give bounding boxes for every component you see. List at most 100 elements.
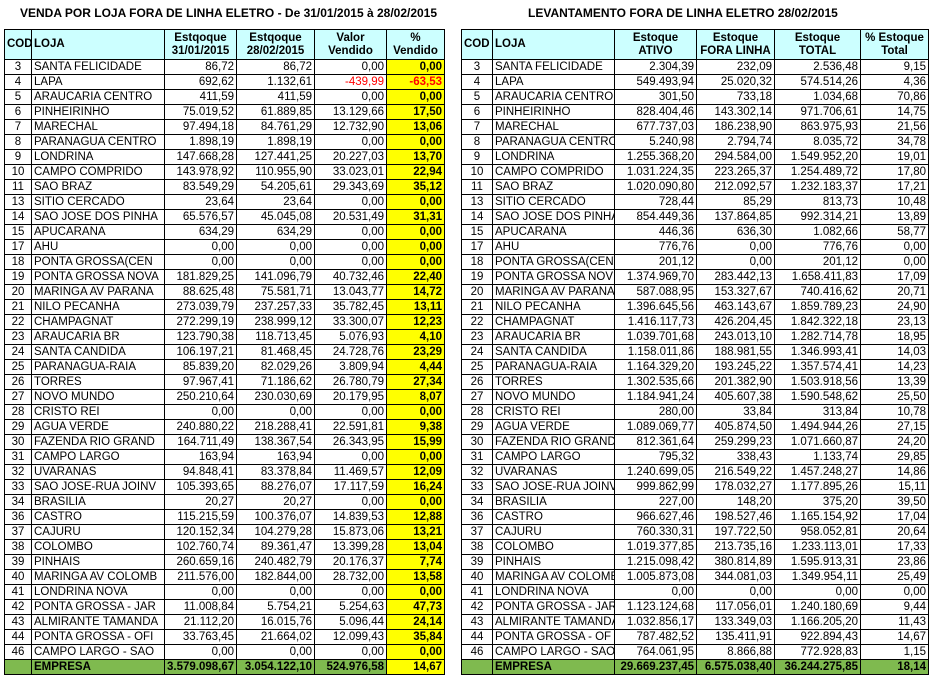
cell-stock-total: 1.658.411,83	[774, 269, 861, 285]
cell-loja: NOVO MUNDO	[31, 389, 165, 405]
cell-stock-discontinued: 25.020,32	[696, 74, 775, 90]
table-row: 13 SITIO CERCADO 23,64 23,64 0,00 0,00	[4, 194, 445, 210]
cell-stock-start: 23,64	[164, 194, 237, 210]
cell-stock-total: 971.706,61	[774, 104, 861, 120]
cell-stock-total: 1.282.714,78	[774, 329, 861, 345]
col-header-stock-start: Estqoque 31/01/2015	[164, 29, 237, 60]
cell-stock-active: 1.039.701,68	[614, 329, 697, 345]
cell-cod: 36	[461, 509, 493, 525]
cell-stock-start: 21.112,20	[164, 614, 237, 630]
cell-stock-total: 375,20	[774, 494, 861, 510]
cell-value-sold: 0,00	[314, 134, 387, 150]
cell-cod: 4	[461, 74, 493, 90]
cell-value-sold: 0,00	[314, 644, 387, 660]
table-row: 31 CAMPO LARGO 163,94 163,94 0,00 0,00	[4, 449, 445, 465]
cell-stock-active: 0,00	[614, 584, 697, 600]
cell-stock-active: 201,12	[614, 254, 697, 270]
table-row: 26 TORRES 1.302.535,66 201.382,90 1.503.918,…	[461, 374, 929, 390]
cell-stock-active: 787.482,52	[614, 629, 697, 645]
cell-total-stock-start: 3.579.098,67	[164, 659, 237, 675]
cell-pct-sold: 0,00	[386, 644, 445, 660]
cell-stock-start: 1.898,19	[164, 134, 237, 150]
table-row: 24 SANTA CANDIDA 106.197,21 81.468,45 24.728…	[4, 344, 445, 360]
cell-value-sold: 0,00	[314, 59, 387, 75]
cell-loja: SANTA FELICIDADE	[31, 59, 165, 75]
col-header-value-sold: Valor Vendido	[314, 29, 387, 60]
table-row: 46 CAMPO LARGO - SAO 0,00 0,00 0,00 0,00	[4, 644, 445, 660]
cell-stock-end: 218.288,41	[236, 419, 315, 435]
cell-stock-total: 1.034,68	[774, 89, 861, 105]
cell-cod: 18	[4, 254, 32, 270]
cell-stock-discontinued: 143.302,14	[696, 104, 775, 120]
cell-loja: NILO PECANHA	[31, 299, 165, 315]
cell-stock-total: 1.842.322,18	[774, 314, 861, 330]
cell-stock-discontinued: 0,00	[696, 584, 775, 600]
table-row: 37 CAJURU 120.152,34 104.279,28 15.873,06 13,…	[4, 524, 445, 540]
cell-stock-total: 863.975,93	[774, 119, 861, 135]
table-row: 27 NOVO MUNDO 250.210,64 230.030,69 20.179,9…	[4, 389, 445, 405]
cell-stock-active: 828.404,46	[614, 104, 697, 120]
cell-pct-sold: 13,11	[386, 299, 445, 315]
cell-stock-active: 854.449,36	[614, 209, 697, 225]
cell-stock-total: 0,00	[774, 584, 861, 600]
cell-stock-end: 20,27	[236, 494, 315, 510]
cell-pct-stock: 17,04	[860, 509, 929, 525]
cell-pct-stock: 39,50	[860, 494, 929, 510]
cell-cod: 27	[461, 389, 493, 405]
table-row: 5 ARAUCARIA CENTRO 411,59 411,59 0,00 0,00	[4, 89, 445, 105]
cell-stock-discontinued: 133.349,03	[696, 614, 775, 630]
cell-cod: 3	[4, 59, 32, 75]
cell-cod: 5	[461, 89, 493, 105]
cell-stock-total: 1.549.952,20	[774, 149, 861, 165]
cell-value-sold: 0,00	[314, 224, 387, 240]
cell-loja: LONDRINA NOVA	[31, 584, 165, 600]
cell-stock-discontinued: 636,30	[696, 224, 775, 240]
cell-stock-active: 795,32	[614, 449, 697, 465]
cell-stock-end: 61.889,85	[236, 104, 315, 120]
cell-pct-sold: 27,34	[386, 374, 445, 390]
cell-stock-start: 105.393,65	[164, 479, 237, 495]
cell-loja: FAZENDA RIO GRAND	[492, 434, 615, 450]
cell-cod: 9	[4, 149, 32, 165]
cell-cod: 29	[461, 419, 493, 435]
cell-stock-total: 1.082,66	[774, 224, 861, 240]
table-row: 43 ALMIRANTE TAMANDA 1.032.856,17 133.349,0…	[461, 614, 929, 630]
cell-stock-total: 1.165.154,92	[774, 509, 861, 525]
cell-cod: 9	[461, 149, 493, 165]
cell-pct-sold: 4,44	[386, 359, 445, 375]
cell-cod: 17	[4, 239, 32, 255]
cell-pct-sold: 0,00	[386, 239, 445, 255]
cell-cod: 37	[461, 524, 493, 540]
cell-stock-active: 812.361,64	[614, 434, 697, 450]
cell-stock-start: 20,27	[164, 494, 237, 510]
cell-loja: ALMIRANTE TAMANDA	[31, 614, 165, 630]
cell-stock-start: 11.008,84	[164, 599, 237, 615]
cell-value-sold: 13.399,28	[314, 539, 387, 555]
cell-value-sold: 11.469,57	[314, 464, 387, 480]
cell-total-label: EMPRESA	[492, 659, 615, 675]
col-header-pct-stock: % Estoque Total	[860, 29, 929, 60]
cell-loja: LONDRINA NOVA	[492, 584, 615, 600]
cell-stock-end: 104.279,28	[236, 524, 315, 540]
cell-stock-discontinued: 148,20	[696, 494, 775, 510]
cell-stock-active: 1.031.224,35	[614, 164, 697, 180]
cell-loja: SAO JOSE-RUA JOINV	[492, 479, 615, 495]
cell-cod: 29	[4, 419, 32, 435]
cell-loja: SAO BRAZ	[31, 179, 165, 195]
table-row: 10 CAMPO COMPRIDO 143.978,92 110.955,90 33.0…	[4, 164, 445, 180]
cell-cod: 28	[4, 404, 32, 420]
cell-loja: MARINGA AV PARANA	[31, 284, 165, 300]
cell-pct-sold: 13,70	[386, 149, 445, 165]
cell-stock-total: 776,76	[774, 239, 861, 255]
table-row: 40 MARINGA AV COLOMB 211.576,00 182.844,00 2…	[4, 569, 445, 585]
cell-stock-end: 84.761,29	[236, 119, 315, 135]
cell-pct-stock: 0,00	[860, 254, 929, 270]
cell-stock-active: 1.184.941,24	[614, 389, 697, 405]
cell-value-sold: 29.343,69	[314, 179, 387, 195]
cell-cod: 38	[461, 539, 493, 555]
cell-pct-stock: 14,67	[860, 629, 929, 645]
table-row: 32 UVARANAS 94.848,41 83.378,84 11.469,57 12,…	[4, 464, 445, 480]
cell-pct-sold: -63,53	[386, 74, 445, 90]
cell-stock-total: 740.416,62	[774, 284, 861, 300]
cell-cod: 44	[461, 629, 493, 645]
